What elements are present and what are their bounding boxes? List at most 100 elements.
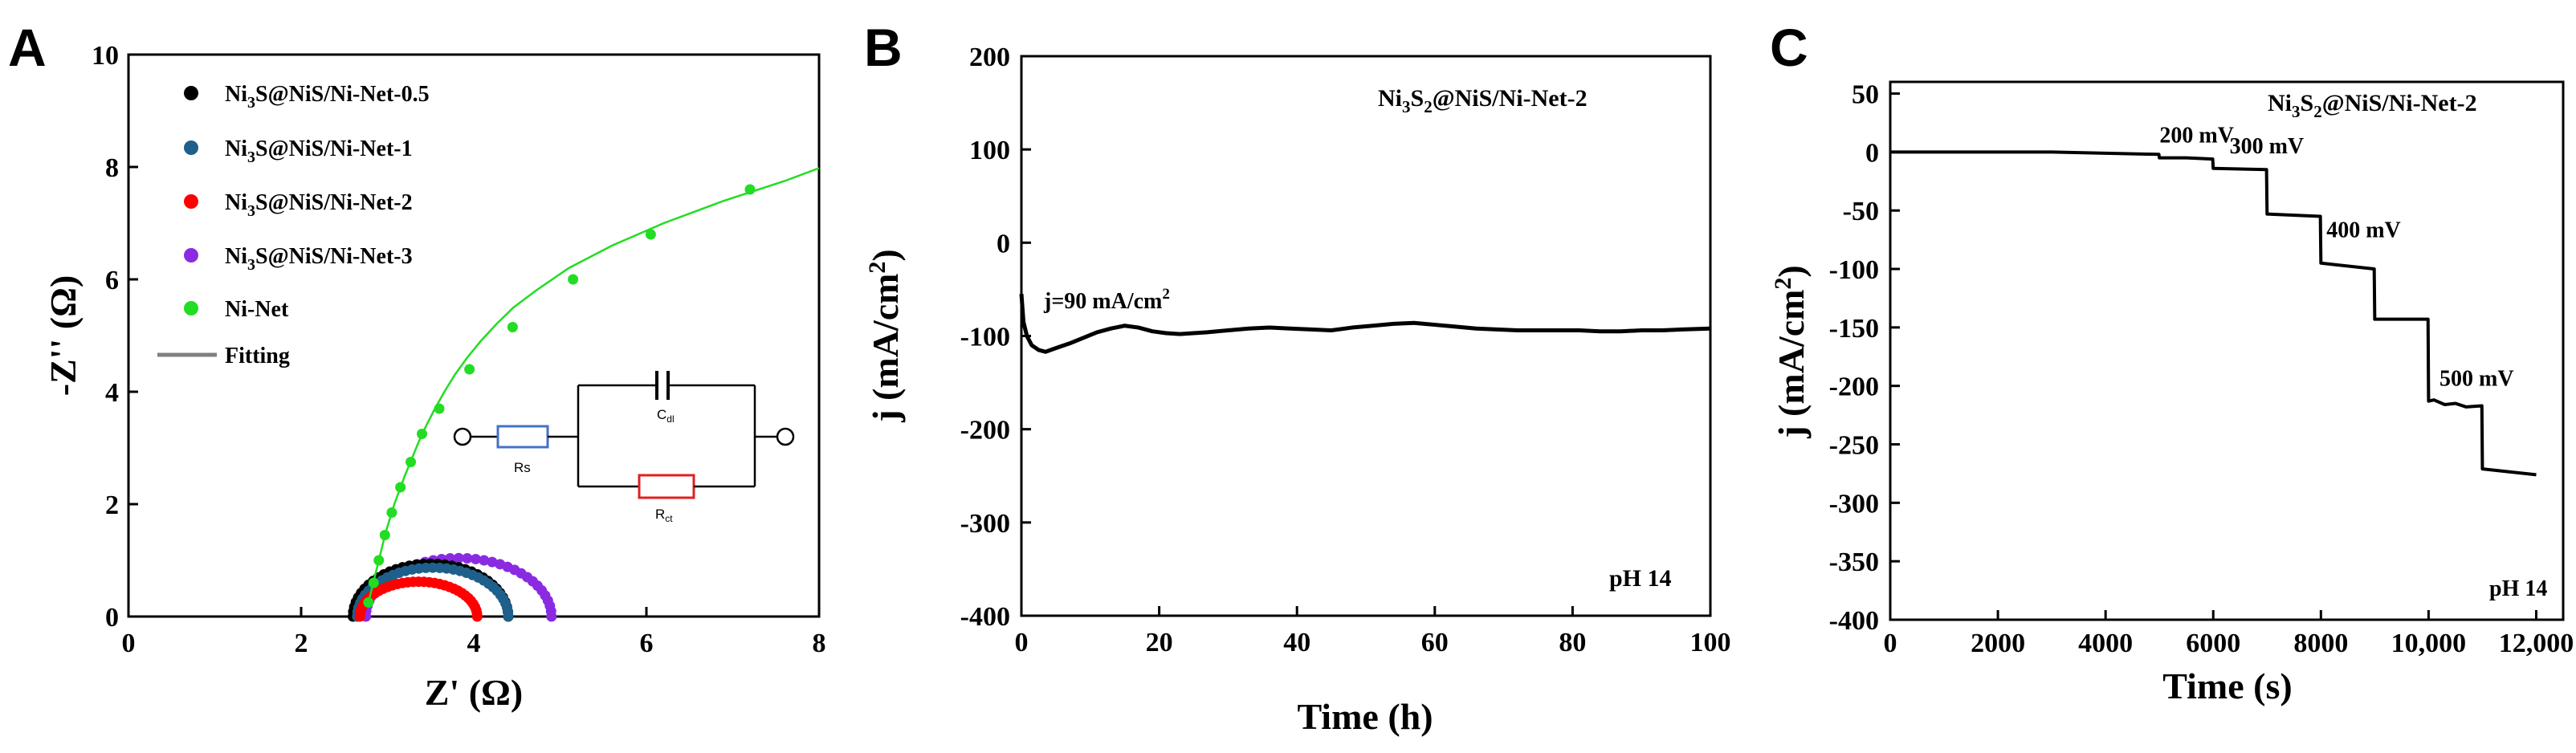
x-axis-label-a: Z' (Ω) <box>425 672 523 713</box>
x-tick-label-b: 100 <box>1690 628 1731 657</box>
y-axis-label-b: j (mA/cm2) <box>864 249 906 423</box>
data-point <box>471 611 483 622</box>
plot-frame-b <box>1020 55 1712 617</box>
y-tick-label-b: 100 <box>969 136 1010 165</box>
data-point <box>395 482 406 493</box>
x-tick-label-a: 8 <box>813 629 826 658</box>
data-point <box>487 556 498 568</box>
y-tick-label-b: -300 <box>960 509 1010 539</box>
y-tick-label-b: -100 <box>960 323 1010 352</box>
data-point <box>386 507 397 518</box>
label-rs: Rs <box>514 460 531 475</box>
y-tick-label-c: -100 <box>1829 255 1879 285</box>
potential-step-label: 200 mV <box>2159 124 2234 149</box>
x-tick-label-c: 12,000 <box>2499 629 2574 658</box>
ticks-a: 0 2 4 6 8 0 2 4 6 8 10 <box>92 41 826 658</box>
data-point <box>462 553 473 564</box>
resistor-rct <box>638 474 695 499</box>
potential-step-label: 500 mV <box>2439 367 2514 392</box>
current-annotation-b: j=90 mA/cm2 <box>1043 286 1170 314</box>
legend-marker-2 <box>184 194 198 209</box>
data-point <box>434 403 445 414</box>
y-tick-label-a: 10 <box>92 41 119 71</box>
sample-title-c: Ni3S2@NiS/Ni-Net-2 <box>2268 90 2477 121</box>
ticks-c: 0 2000 4000 6000 8000 10,000 12,000 50 0 -50 -100 -… <box>1829 80 2574 658</box>
x-tick-label-b: 40 <box>1283 628 1310 657</box>
y-tick-label-a: 8 <box>105 153 119 183</box>
data-point <box>645 229 656 240</box>
x-tick-label-c: 10,000 <box>2391 629 2467 658</box>
x-tick-label-b: 60 <box>1421 628 1449 657</box>
y-tick-label-c: -50 <box>1843 197 1879 226</box>
y-axis-label-c: j (mA/cm2) <box>1770 265 1812 439</box>
y-tick-label-b: 0 <box>997 229 1010 258</box>
data-point <box>507 322 518 332</box>
y-tick-label-b: -200 <box>960 416 1010 446</box>
x-tick-label-b: 80 <box>1559 628 1586 657</box>
panel-b: B 0 20 40 60 80 100 200 100 0 -100 -200 -300 -400 Ni… <box>864 18 1731 737</box>
ticks-b: 0 20 40 60 80 100 200 100 0 -100 -200 -300 -400 <box>960 43 1731 657</box>
data-point <box>453 552 464 564</box>
y-tick-label-a: 2 <box>105 490 119 520</box>
data-point <box>479 555 490 566</box>
panel-c: C 0 2000 4000 6000 8000 10,000 12,000 50 0 -50 -10… <box>1770 18 2574 706</box>
potential-step-label: 400 mV <box>2326 218 2401 243</box>
x-tick-label-c: 0 <box>1884 629 1897 658</box>
panel-letter-b: B <box>864 18 903 77</box>
x-tick-label-a: 0 <box>122 629 136 658</box>
potential-step-label: 300 mV <box>2230 134 2305 159</box>
y-tick-label-a: 4 <box>105 378 119 408</box>
circuit-terminal-left <box>453 427 472 446</box>
y-tick-label-c: -250 <box>1829 431 1879 461</box>
panel-letter-a: A <box>8 18 47 77</box>
legend-marker-4 <box>184 301 198 315</box>
legend-label-2: Ni3S@NiS/Ni-Net-2 <box>225 190 413 220</box>
y-tick-label-c: -150 <box>1829 314 1879 344</box>
legend-label-5: Fitting <box>225 344 290 368</box>
label-rct: Rct <box>655 507 673 524</box>
data-point <box>417 429 427 439</box>
data-point <box>744 184 756 195</box>
x-axis-label-c: Time (s) <box>2162 665 2292 706</box>
y-axis-label-a: -Z'' (Ω) <box>43 275 84 397</box>
y-tick-label-b: 200 <box>969 43 1010 72</box>
legend-label-4: Ni-Net <box>225 297 289 322</box>
x-tick-label-a: 2 <box>295 629 308 658</box>
panel-a: A 0 2 4 6 8 0 2 4 6 8 10 Z' (Ω) -Z'' (Ω) Ni3S@NiS/… <box>8 18 826 713</box>
y-tick-label-c: -300 <box>1829 489 1879 519</box>
x-tick-label-a: 4 <box>467 629 481 658</box>
x-tick-label-b: 20 <box>1146 628 1173 657</box>
data-b <box>1019 294 1711 354</box>
data-point <box>464 364 475 375</box>
x-tick-label-c: 8000 <box>2293 629 2348 658</box>
data-a <box>348 167 820 622</box>
data-point <box>470 553 481 564</box>
ph-label-b: pH 14 <box>1609 565 1672 592</box>
y-tick-label-a: 0 <box>105 603 119 633</box>
circuit-terminal-right <box>776 427 795 446</box>
x-tick-label-c: 6000 <box>2186 629 2240 658</box>
legend-label-1: Ni3S@NiS/Ni-Net-1 <box>225 136 413 166</box>
resistor-rs <box>496 425 549 449</box>
y-tick-label-c: -200 <box>1829 372 1879 402</box>
equivalent-circuit <box>453 371 795 499</box>
x-tick-label-c: 2000 <box>1971 629 2025 658</box>
x-tick-label-a: 6 <box>640 629 654 658</box>
data-point <box>546 611 557 622</box>
y-tick-label-c: 50 <box>1852 80 1879 110</box>
label-cdl: Cdl <box>657 407 675 425</box>
data-point <box>373 555 385 566</box>
data-point <box>368 577 379 588</box>
x-tick-label-b: 0 <box>1015 628 1029 657</box>
y-tick-label-c: -350 <box>1829 547 1879 577</box>
step-curve <box>1890 150 2537 477</box>
legend-label-0: Ni3S@NiS/Ni-Net-0.5 <box>225 82 430 112</box>
legend-a: Ni3S@NiS/Ni-Net-0.5 Ni3S@NiS/Ni-Net-1 Ni… <box>157 82 430 368</box>
y-tick-label-c: -400 <box>1829 606 1879 636</box>
data-point <box>406 457 417 467</box>
x-tick-label-c: 4000 <box>2078 629 2133 658</box>
legend-marker-0 <box>184 86 198 100</box>
y-tick-label-b: -400 <box>960 602 1010 632</box>
